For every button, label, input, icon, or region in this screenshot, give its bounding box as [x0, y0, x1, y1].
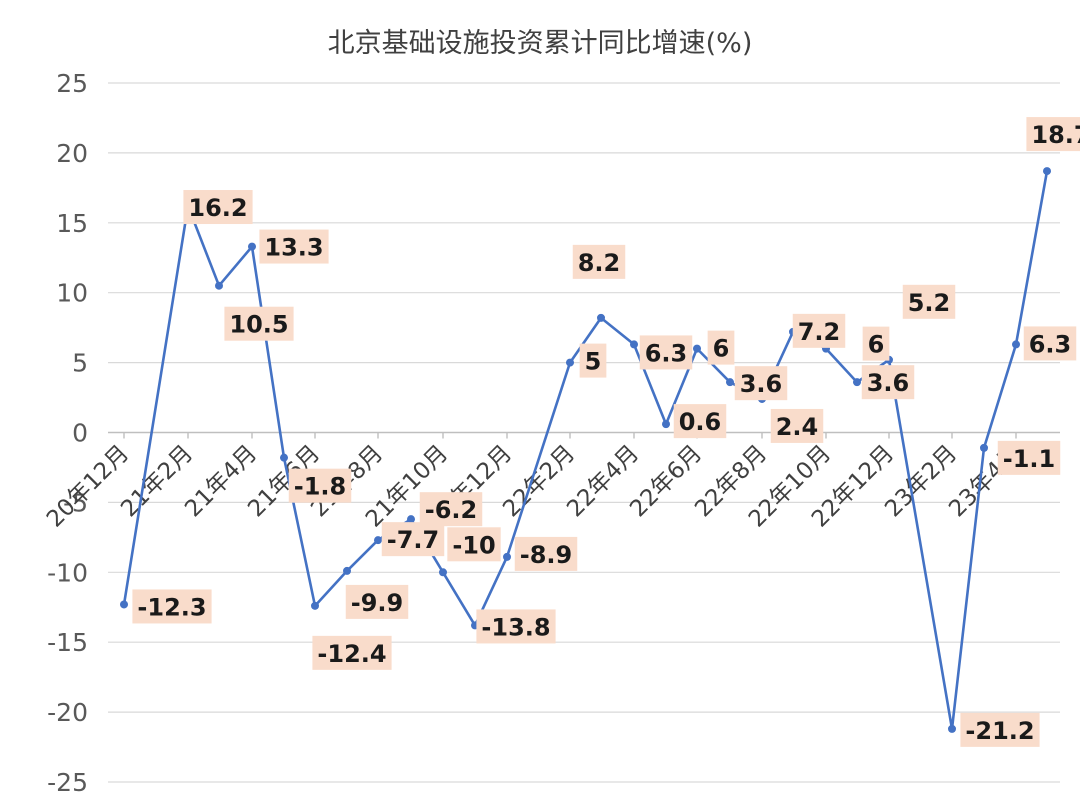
data-point [311, 601, 319, 610]
y-tick-label: -25 [47, 768, 88, 797]
data-label-bg [132, 589, 212, 624]
data-label: 6 [868, 331, 885, 359]
y-tick-label: 5 [72, 349, 88, 378]
data-label-bg [381, 522, 445, 557]
data-label-bg [183, 190, 253, 225]
data-label-bg [1026, 117, 1080, 152]
y-tick-label: -15 [47, 628, 88, 657]
data-label-bg [792, 313, 846, 348]
data-point [503, 552, 511, 561]
y-tick-label: 10 [56, 279, 88, 308]
data-label: 10.5 [229, 311, 288, 339]
data-point [374, 536, 382, 545]
data-point [597, 313, 605, 322]
data-label: -12.4 [317, 640, 386, 668]
data-label-bg [861, 365, 915, 400]
data-label: -8.9 [520, 541, 572, 569]
data-point [948, 724, 956, 733]
data-label-bg [707, 330, 735, 365]
data-label-bg [345, 584, 409, 619]
data-label-bg [639, 335, 693, 370]
data-label-bg [997, 440, 1061, 475]
data-label-bg [259, 229, 329, 264]
data-label: 5.2 [908, 289, 951, 317]
data-point [1012, 340, 1020, 349]
data-point [630, 340, 638, 349]
data-labels: -12.3 16.2 10.5 13.3 -1.8 -12.4 -9.9 -7.7-6.2 -1… [132, 117, 1080, 747]
y-axis: 25 20 15 10 5 0 -5 -10 -15 -20 -25 [47, 69, 88, 797]
data-label-bg [224, 306, 294, 341]
data-label: 5 [585, 348, 602, 376]
data-label: 6.3 [645, 339, 688, 367]
data-point [215, 281, 223, 290]
x-axis: 20年12月21年2月21年4月21年6月21年8月21年10月21年12月22… [42, 432, 1026, 533]
data-point [693, 344, 701, 353]
data-point [439, 568, 447, 577]
data-point [407, 515, 415, 524]
data-label: -6.2 [425, 496, 477, 524]
data-label-bg [862, 326, 890, 361]
data-label-bg [447, 527, 501, 562]
data-label: 2.4 [776, 413, 819, 441]
data-point [248, 242, 256, 251]
data-label: -12.3 [137, 593, 206, 621]
y-tick-label: 15 [56, 209, 88, 238]
data-label: -9.9 [351, 589, 403, 617]
data-label: 6.3 [1029, 330, 1072, 358]
data-label-bg [572, 244, 626, 279]
data-point [726, 378, 734, 387]
data-point [853, 378, 861, 387]
data-label-bg [476, 609, 556, 644]
data-point [280, 453, 288, 462]
data-point [1043, 167, 1051, 176]
data-label-bg [419, 492, 483, 527]
y-tick-label: -20 [47, 698, 88, 727]
data-label: 13.3 [264, 234, 323, 262]
x-tick-label: 20年12月 [42, 440, 134, 532]
y-tick-label: 20 [56, 139, 88, 168]
data-label-bg [1023, 326, 1077, 361]
chart-title: 北京基础设施投资累计同比增速(%) [328, 28, 753, 59]
data-point [120, 600, 128, 609]
data-label-bg [579, 343, 607, 378]
y-tick-label: -5 [63, 488, 88, 517]
grid-lines [108, 82, 1060, 783]
data-label: -13.8 [481, 613, 550, 641]
data-label: 3.6 [867, 369, 910, 397]
data-label-bg [734, 366, 788, 401]
data-label-bg [514, 536, 578, 571]
data-label-bg [770, 408, 824, 443]
data-label: 18.7 [1031, 121, 1080, 149]
data-label: 6 [713, 335, 730, 363]
data-label-bg [312, 635, 392, 670]
data-label: -10 [452, 531, 495, 559]
data-label: 16.2 [188, 194, 247, 222]
data-label: -1.1 [1003, 445, 1055, 473]
data-label: -7.7 [387, 526, 439, 554]
data-label: 3.6 [740, 370, 783, 398]
y-tick-label: 0 [72, 419, 88, 448]
y-tick-label: -10 [47, 558, 88, 587]
data-label-bg [960, 712, 1040, 747]
data-label: 7.2 [798, 318, 841, 346]
data-label: -21.2 [965, 717, 1034, 745]
data-label: 8.2 [578, 249, 621, 277]
data-point [566, 358, 574, 367]
y-tick-label: 25 [56, 69, 88, 98]
data-label-bg [902, 284, 956, 319]
data-label-bg [288, 468, 352, 503]
data-label: -1.8 [294, 473, 346, 501]
data-label: 0.6 [679, 408, 722, 436]
data-label-bg [673, 404, 727, 439]
data-point [662, 420, 670, 429]
data-point [343, 566, 351, 575]
data-point [980, 443, 988, 452]
